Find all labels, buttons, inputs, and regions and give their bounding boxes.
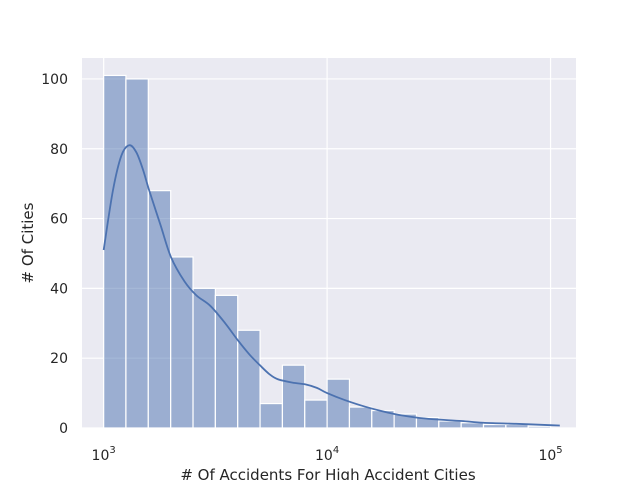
histogram-bar	[482, 423, 507, 429]
x-axis-label: # Of Accidents For High Accident Cities	[180, 466, 476, 480]
y-tick-label: 100	[41, 72, 68, 88]
histogram-bar	[527, 425, 552, 429]
x-tick-label: 103	[92, 445, 116, 464]
histogram-bar	[125, 78, 149, 429]
histogram-bar	[438, 420, 462, 429]
histogram-bar	[237, 329, 261, 429]
y-tick-label: 60	[50, 212, 68, 228]
y-axis-label: # Of Cities	[19, 202, 37, 283]
histogram-bar	[326, 378, 351, 429]
kde-line	[102, 144, 560, 427]
y-tick-label: 40	[50, 281, 68, 297]
histogram-bar	[103, 74, 127, 429]
histogram-bar	[192, 287, 216, 429]
histogram-bar	[460, 422, 485, 429]
histogram-bars	[103, 74, 552, 429]
histogram-bar	[147, 190, 172, 429]
y-tick-label: 0	[59, 421, 68, 437]
x-tick-labels: 103 104 105	[92, 445, 563, 464]
histogram-bar	[170, 256, 194, 429]
y-tick-label: 80	[50, 142, 68, 158]
histogram-bar	[304, 399, 328, 429]
y-tick-labels: 0 20 40 60 80 100	[41, 72, 68, 437]
y-tick-label: 20	[50, 351, 68, 367]
x-tick-label: 105	[538, 445, 562, 464]
histogram-bar	[348, 406, 373, 429]
x-tick-label: 104	[315, 445, 339, 464]
histogram-bar	[259, 402, 284, 429]
histogram-bar	[281, 364, 306, 429]
